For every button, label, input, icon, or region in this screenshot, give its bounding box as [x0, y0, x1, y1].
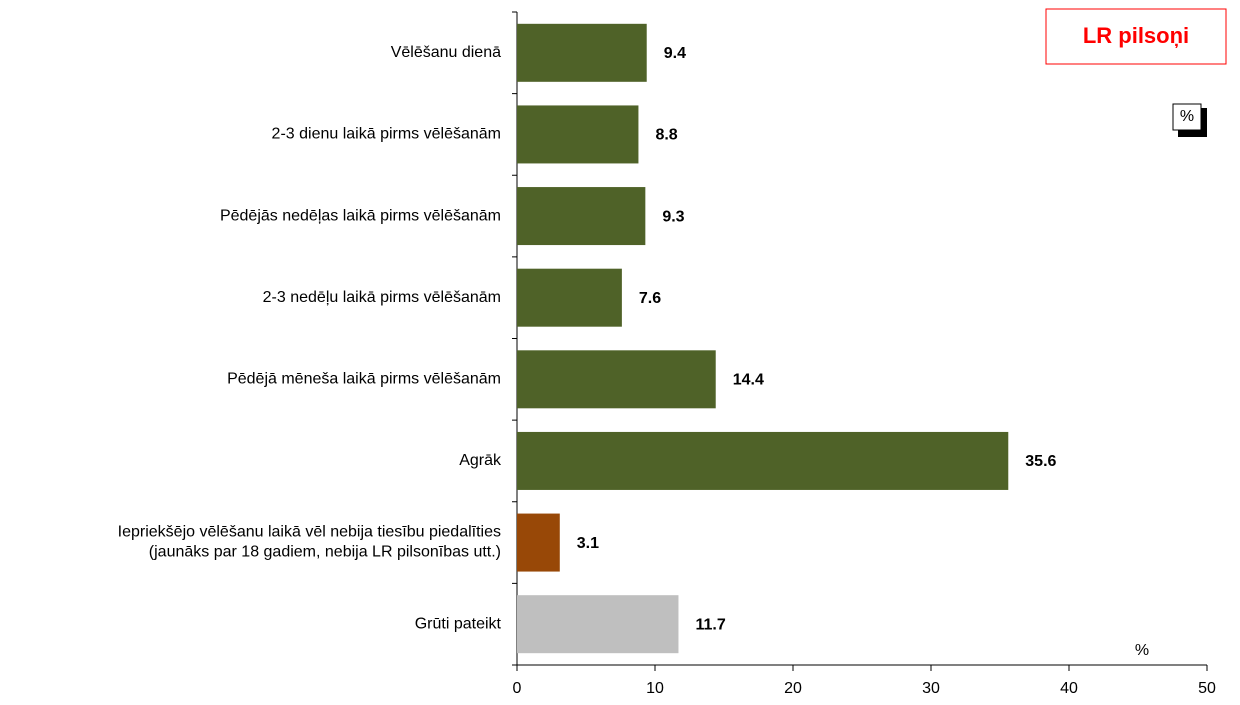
y-tick-label: Iepriekšējo vēlēšanu laikā vēl nebija ti…: [118, 524, 501, 561]
bar: [517, 350, 716, 409]
bar: [517, 23, 647, 82]
bar: [517, 105, 639, 164]
bar: [517, 431, 1009, 490]
value-label: 9.3: [662, 208, 684, 225]
y-tick-label: Grūti pateikt: [415, 615, 502, 632]
x-tick-label: 30: [922, 680, 940, 697]
value-label: 35.6: [1025, 453, 1056, 470]
y-tick-label: Pēdējās nedēļas laikā pirms vēlēšanām: [220, 207, 501, 224]
value-label: 11.7: [695, 616, 725, 633]
y-tick-label: Vēlēšanu dienā: [391, 44, 501, 61]
bar: [517, 595, 679, 654]
y-tick-label: Pēdējā mēneša laikā pirms vēlēšanām: [227, 371, 501, 388]
y-tick-label: Agrāk: [459, 452, 502, 469]
x-tick-label: 50: [1198, 680, 1216, 697]
y-tick-label: 2-3 nedēļu laikā pirms vēlēšanām: [263, 289, 501, 306]
value-label: 8.8: [655, 127, 677, 144]
value-label: 9.4: [664, 45, 686, 62]
x-axis-label: %: [1135, 642, 1149, 659]
value-label: 7.6: [639, 290, 661, 307]
x-tick-label: 20: [784, 680, 802, 697]
y-tick-label: 2-3 dienu laikā pirms vēlēšanām: [272, 126, 501, 143]
legend-box: [1045, 8, 1227, 65]
x-tick-label: 40: [1060, 680, 1078, 697]
bar: [517, 513, 560, 572]
legend-text: LR pilsoņi: [1083, 23, 1189, 48]
value-label: 3.1: [577, 535, 599, 552]
unit-text: %: [1180, 108, 1194, 125]
x-tick-label: 10: [646, 680, 664, 697]
bar: [517, 187, 646, 246]
value-label: 14.4: [733, 372, 764, 389]
bar: [517, 268, 622, 327]
x-tick-label: 0: [513, 680, 522, 697]
unit-box: [1172, 103, 1202, 131]
